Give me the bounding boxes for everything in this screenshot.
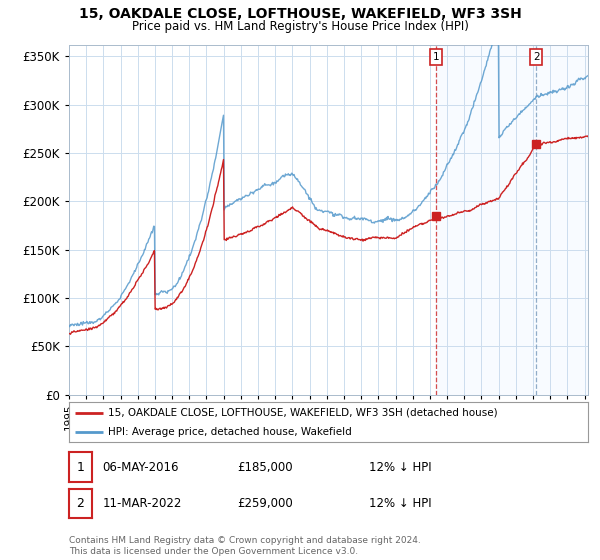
Text: £185,000: £185,000 — [237, 460, 293, 474]
Bar — [436, 45, 588, 395]
Text: 15, OAKDALE CLOSE, LOFTHOUSE, WAKEFIELD, WF3 3SH: 15, OAKDALE CLOSE, LOFTHOUSE, WAKEFIELD,… — [79, 7, 521, 21]
Text: 06-MAY-2016: 06-MAY-2016 — [103, 460, 179, 474]
Text: 1: 1 — [433, 52, 440, 62]
Text: 2: 2 — [76, 497, 85, 510]
Text: HPI: Average price, detached house, Wakefield: HPI: Average price, detached house, Wake… — [108, 427, 352, 436]
Text: 1: 1 — [76, 460, 85, 474]
Text: 11-MAR-2022: 11-MAR-2022 — [103, 497, 182, 510]
Text: Contains HM Land Registry data © Crown copyright and database right 2024.
This d: Contains HM Land Registry data © Crown c… — [69, 536, 421, 556]
Text: 12% ↓ HPI: 12% ↓ HPI — [369, 460, 431, 474]
Text: 12% ↓ HPI: 12% ↓ HPI — [369, 497, 431, 510]
Text: £259,000: £259,000 — [237, 497, 293, 510]
Text: 15, OAKDALE CLOSE, LOFTHOUSE, WAKEFIELD, WF3 3SH (detached house): 15, OAKDALE CLOSE, LOFTHOUSE, WAKEFIELD,… — [108, 408, 497, 418]
Text: Price paid vs. HM Land Registry's House Price Index (HPI): Price paid vs. HM Land Registry's House … — [131, 20, 469, 32]
Text: 2: 2 — [533, 52, 539, 62]
